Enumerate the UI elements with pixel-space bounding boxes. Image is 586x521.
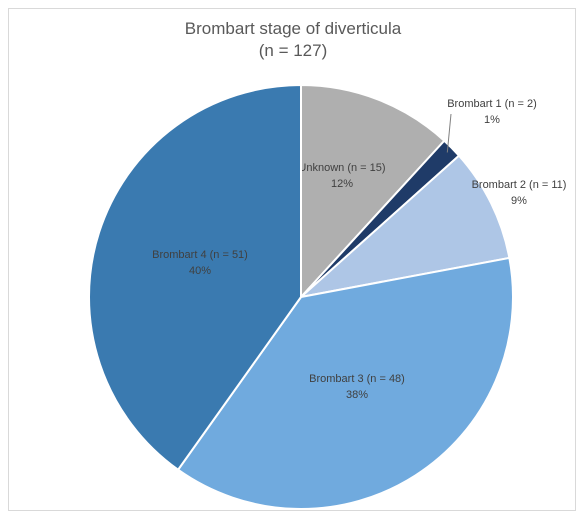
slice-label-4: Brombart 3 (n = 48) [309,373,405,385]
pie-slice-4 [176,256,514,510]
pie-slice-1 [300,83,446,300]
leader-line-2 [446,113,452,153]
slice-label-5: Brombart 4 (n = 51) [152,249,248,261]
slice-percent-5: 40% [189,265,211,277]
pie-slice-3 [297,154,511,299]
slice-label-3: Brombart 2 (n = 11) [472,179,567,191]
slice-percent-2: 1% [484,114,500,126]
slice-label-1: Unknown (n = 15) [298,162,385,174]
chart-title: Brombart stage of diverticula [184,19,402,38]
slice-label-2: Brombart 1 (n = 2) [447,98,537,110]
slice-percent-3: 9% [511,195,527,207]
chart-subtitle: (n = 127) [258,41,328,60]
slice-percent-4: 38% [346,389,368,401]
slice-percent-1: 12% [331,178,353,190]
chart-title-block: Brombart stage of diverticula (n = 127) [0,18,586,62]
pie-slice-5 [88,83,302,472]
